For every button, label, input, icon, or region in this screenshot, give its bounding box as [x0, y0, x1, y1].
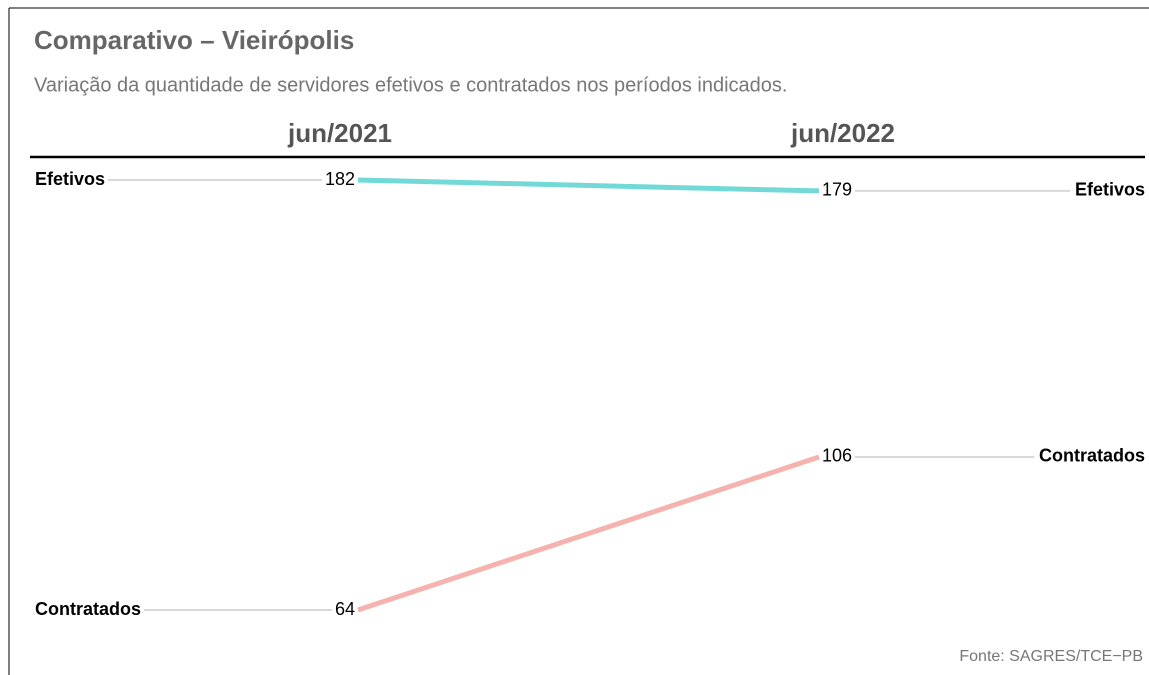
- value-label: 179: [822, 180, 852, 200]
- series-label: Contratados: [1039, 446, 1145, 466]
- series-label: Efetivos: [1075, 180, 1145, 200]
- series-label: Contratados: [35, 599, 141, 619]
- source: Fonte: SAGRES/TCE−PB: [959, 648, 1143, 665]
- value-label: 106: [822, 446, 852, 466]
- slope-line: [357, 177, 820, 194]
- value-label: 182: [325, 169, 355, 189]
- column-label: jun/2022: [790, 118, 895, 148]
- value-label: 64: [335, 599, 355, 619]
- chart-subtitle: Variação da quantidade de servidores efe…: [34, 74, 787, 96]
- column-label: jun/2021: [287, 118, 392, 148]
- slope-line: [357, 454, 820, 613]
- chart-title: Comparativo – Vieirópolis: [34, 25, 354, 55]
- series-label: Efetivos: [35, 169, 105, 189]
